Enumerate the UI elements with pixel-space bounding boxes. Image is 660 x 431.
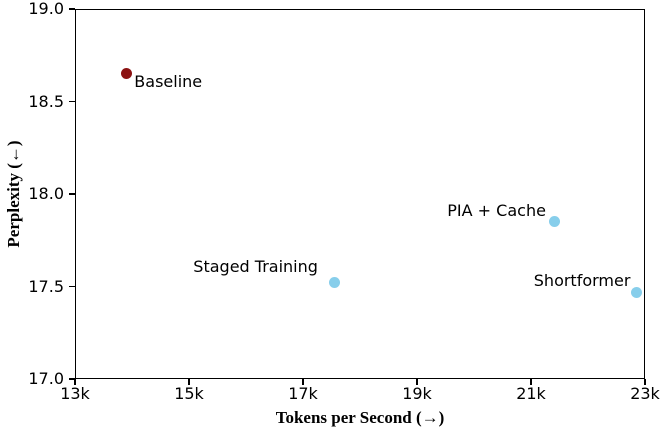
x-tick-mark — [644, 379, 646, 385]
y-tick-mark — [69, 100, 75, 103]
point-label-staged-training: Staged Training — [193, 256, 318, 276]
x-tick-label: 17k — [288, 384, 318, 403]
data-point-pia-cache — [549, 216, 561, 228]
y-tick-mark — [69, 193, 75, 195]
point-label-pia-cache: PIA + Cache — [447, 200, 546, 220]
y-tick-label: 18.0 — [28, 184, 64, 203]
y-axis-label: Perplexity (←) — [4, 140, 23, 248]
x-tick-mark — [530, 379, 532, 385]
x-tick-label: 19k — [402, 384, 432, 403]
y-tick-label: 17.5 — [28, 276, 64, 296]
plot-area — [75, 9, 645, 379]
x-tick-label: 15k — [174, 384, 204, 403]
x-tick-mark — [188, 379, 190, 385]
data-point-staged-training — [329, 277, 341, 289]
x-tick-mark — [302, 379, 304, 385]
y-tick-label: 17.0 — [28, 369, 64, 388]
data-point-shortformer — [630, 286, 642, 298]
y-tick-label: 18.5 — [28, 91, 64, 111]
x-tick-label: 23k — [630, 384, 660, 403]
x-axis-label: Tokens per Second (→) — [275, 408, 445, 427]
x-tick-label: 13k — [60, 384, 90, 403]
y-tick-label: 19.0 — [28, 0, 64, 18]
x-tick-mark — [416, 379, 418, 385]
x-tick-label: 21k — [516, 384, 546, 403]
point-label-baseline: Baseline — [134, 71, 203, 91]
y-tick-mark — [69, 8, 75, 10]
x-tick-mark — [74, 379, 76, 385]
y-tick-mark — [69, 285, 75, 288]
point-label-shortformer: Shortformer — [533, 271, 631, 291]
data-point-baseline — [120, 68, 132, 80]
y-tick-mark — [69, 378, 75, 380]
